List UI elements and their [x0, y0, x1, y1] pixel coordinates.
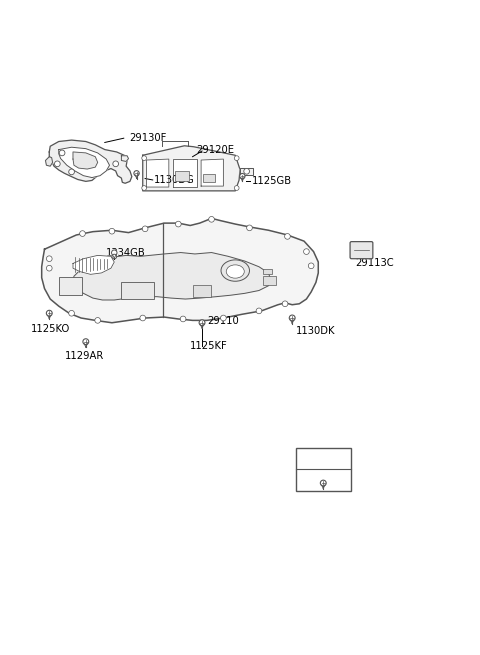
Polygon shape [73, 255, 114, 274]
Polygon shape [73, 253, 271, 300]
Circle shape [59, 150, 65, 156]
Circle shape [247, 225, 252, 231]
Text: 29120E: 29120E [196, 145, 234, 155]
Circle shape [134, 171, 139, 176]
Circle shape [47, 310, 52, 316]
Circle shape [234, 156, 239, 160]
Text: 29110: 29110 [208, 316, 240, 326]
Circle shape [176, 221, 181, 227]
Ellipse shape [226, 265, 244, 278]
Circle shape [111, 250, 117, 255]
Circle shape [142, 185, 146, 191]
Circle shape [55, 161, 60, 166]
Circle shape [320, 480, 326, 486]
Polygon shape [146, 159, 169, 187]
Circle shape [83, 339, 89, 345]
Text: 1130DK: 1130DK [296, 326, 336, 336]
Text: 29113C: 29113C [355, 259, 394, 269]
Circle shape [142, 226, 148, 232]
Circle shape [240, 174, 245, 179]
Circle shape [95, 318, 100, 323]
Text: 1125KO: 1125KO [31, 324, 71, 334]
Text: 1334GB: 1334GB [106, 248, 146, 257]
Polygon shape [42, 218, 318, 323]
Circle shape [234, 185, 239, 191]
Text: 29130F: 29130F [129, 133, 166, 143]
Polygon shape [143, 146, 240, 191]
Polygon shape [201, 159, 223, 186]
Circle shape [282, 301, 288, 307]
Circle shape [69, 310, 74, 316]
Bar [296, 449, 350, 491]
Circle shape [142, 156, 146, 160]
FancyBboxPatch shape [350, 242, 373, 259]
Circle shape [69, 169, 74, 175]
Bar [175, 171, 189, 181]
Circle shape [109, 229, 115, 234]
Polygon shape [240, 168, 253, 175]
Bar [203, 174, 215, 182]
Text: 1125KF: 1125KF [190, 341, 228, 352]
Bar [59, 277, 83, 295]
Circle shape [289, 315, 295, 321]
Circle shape [244, 168, 250, 174]
Polygon shape [49, 140, 132, 183]
Circle shape [199, 320, 205, 326]
Polygon shape [46, 157, 53, 166]
Circle shape [256, 308, 262, 314]
Circle shape [308, 263, 314, 269]
Bar [263, 269, 272, 274]
Polygon shape [59, 147, 109, 178]
Text: 1130AD: 1130AD [303, 454, 343, 464]
Bar [192, 285, 211, 297]
Polygon shape [173, 159, 197, 187]
Text: 1125GB: 1125GB [252, 176, 291, 187]
Circle shape [303, 249, 309, 254]
Circle shape [80, 231, 85, 236]
Circle shape [113, 161, 119, 166]
Text: 1130DG: 1130DG [154, 175, 194, 185]
Circle shape [47, 265, 52, 271]
Bar [121, 282, 154, 299]
Circle shape [180, 316, 186, 322]
Polygon shape [73, 152, 97, 169]
Circle shape [47, 256, 52, 261]
Polygon shape [121, 156, 129, 161]
Circle shape [220, 315, 226, 321]
Circle shape [112, 254, 117, 259]
Circle shape [285, 234, 290, 239]
Ellipse shape [221, 260, 250, 281]
Circle shape [140, 315, 145, 321]
Circle shape [209, 217, 215, 222]
Text: 1129AR: 1129AR [64, 351, 104, 361]
Bar [263, 276, 276, 285]
